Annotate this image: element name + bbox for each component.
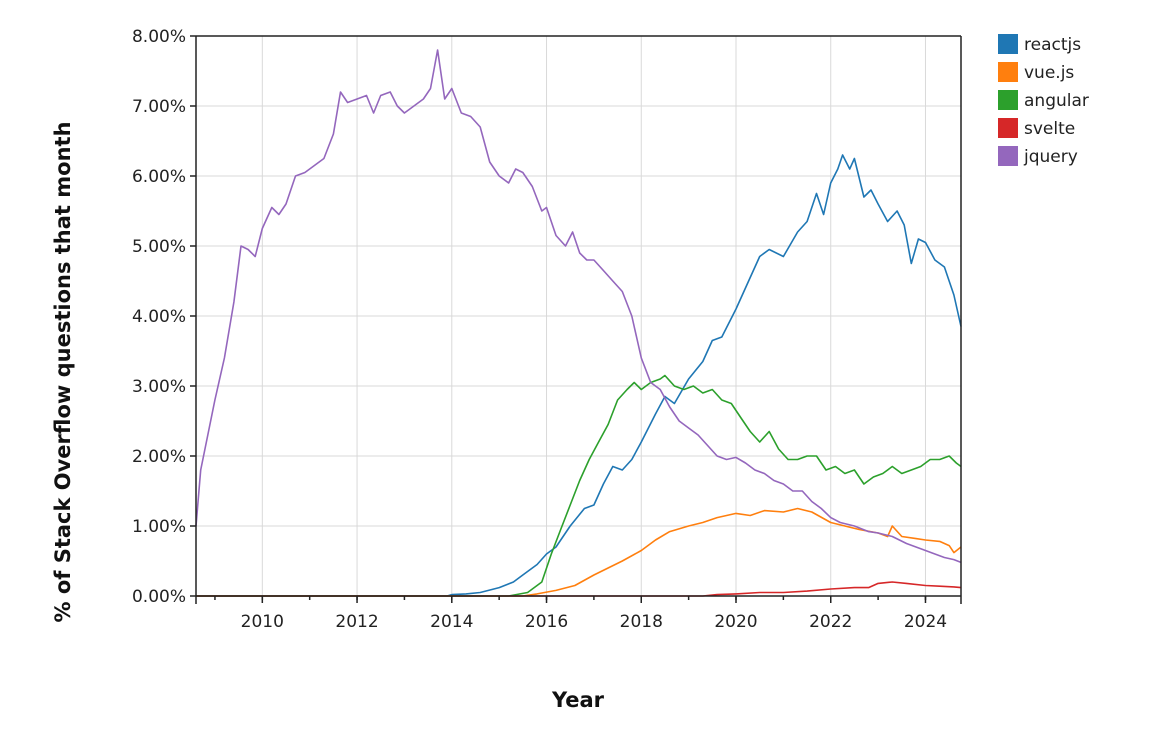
series-lines bbox=[195, 49, 962, 597]
legend-label-angular: angular bbox=[1024, 91, 1089, 111]
series-line-reactjs bbox=[196, 154, 962, 597]
series-line-angular bbox=[196, 374, 962, 597]
x-tick-label: 2018 bbox=[620, 612, 663, 632]
x-tick-label: 2022 bbox=[809, 612, 852, 632]
x-tick-label: 2016 bbox=[525, 612, 568, 632]
y-tick-label: 1.00% bbox=[132, 517, 186, 537]
legend-swatch-jquery bbox=[998, 146, 1018, 166]
legend-label-vue-js: vue.js bbox=[1024, 63, 1074, 83]
y-tick-label: 6.00% bbox=[132, 167, 186, 187]
y-tick-label: 4.00% bbox=[132, 307, 186, 327]
y-axis-title: % of Stack Overflow questions that month bbox=[51, 121, 75, 622]
legend-swatch-svelte bbox=[998, 118, 1018, 138]
x-tick-label: 2024 bbox=[904, 612, 947, 632]
x-tick-label: 2020 bbox=[714, 612, 757, 632]
legend-label-svelte: svelte bbox=[1024, 119, 1075, 139]
legend: reactjs vue.js angular svelte jquery bbox=[998, 34, 1089, 167]
legend-swatch-reactjs bbox=[998, 34, 1018, 54]
y-axis-ticks: 0.00% 1.00% 2.00% 3.00% 4.00% 5.00% 6.00% 7.00%… bbox=[132, 27, 196, 607]
x-axis-title: Year bbox=[551, 688, 605, 712]
legend-swatch-vue-js bbox=[998, 62, 1018, 82]
x-tick-label: 2012 bbox=[335, 612, 378, 632]
axes bbox=[195, 35, 962, 604]
y-tick-label: 7.00% bbox=[132, 97, 186, 117]
x-tick-label: 2010 bbox=[241, 612, 284, 632]
legend-label-reactjs: reactjs bbox=[1024, 35, 1081, 55]
y-tick-label: 8.00% bbox=[132, 27, 186, 47]
y-tick-label: 0.00% bbox=[132, 587, 186, 607]
x-tick-label: 2014 bbox=[430, 612, 473, 632]
y-tick-label: 2.00% bbox=[132, 447, 186, 467]
y-tick-label: 3.00% bbox=[132, 377, 186, 397]
y-tick-label: 5.00% bbox=[132, 237, 186, 257]
gridlines bbox=[196, 35, 961, 596]
legend-swatch-angular bbox=[998, 90, 1018, 110]
series-line-vue-js bbox=[196, 507, 962, 597]
legend-label-jquery: jquery bbox=[1023, 147, 1078, 167]
series-line-svelte bbox=[196, 581, 962, 597]
x-axis-ticks: 2010 2012 2014 2016 2018 2020 2022 2024 bbox=[214, 596, 947, 632]
series-line-jquery bbox=[195, 49, 962, 564]
